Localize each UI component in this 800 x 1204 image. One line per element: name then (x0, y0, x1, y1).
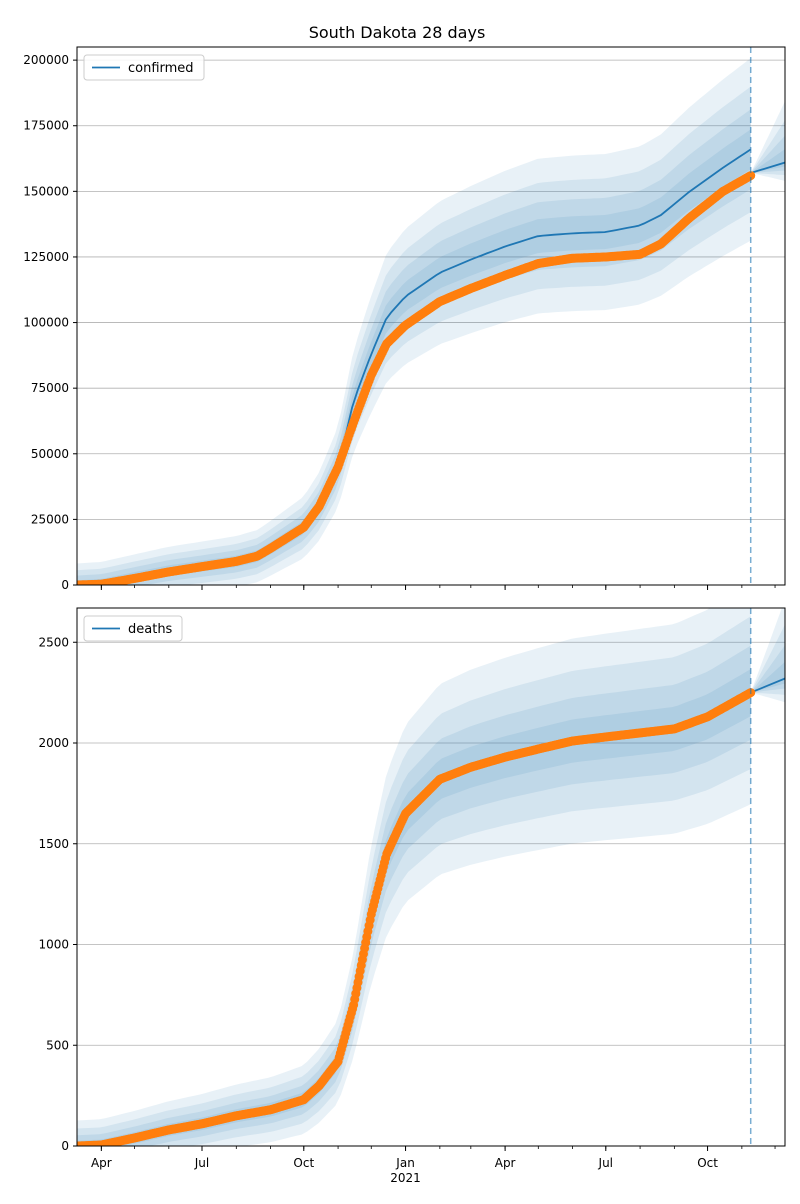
forecast-band (750, 608, 785, 703)
legend-box (83, 615, 183, 642)
y-tick-label: 1500 (38, 837, 69, 851)
x-tick-label: Jan (395, 1156, 415, 1170)
forecast-band (750, 101, 785, 181)
chart-title: South Dakota 28 days (309, 23, 486, 42)
legend: confirmed (83, 54, 205, 81)
x-tick-label: Jul (598, 1156, 613, 1170)
y-tick-label: 0 (61, 1139, 69, 1153)
forecast-band (750, 661, 785, 693)
forecast-band (750, 149, 785, 173)
axes-frame (76, 607, 786, 1147)
y-tick-label: 25000 (31, 512, 69, 526)
confidence-band (77, 669, 751, 1146)
y-tick-label: 0 (61, 578, 69, 592)
forecast-band (750, 135, 785, 173)
y-tick-label: 1000 (38, 938, 69, 952)
plot-area (77, 608, 785, 1146)
y-tick-label: 175000 (23, 119, 69, 133)
x-tick-label: Apr (495, 1156, 516, 1170)
x-tick-label: Apr (91, 1156, 112, 1170)
x-tick-label: Jul (194, 1156, 209, 1170)
legend-label: confirmed (128, 61, 194, 76)
forecast-band (750, 624, 785, 695)
x-tick-label: Oct (697, 1156, 718, 1170)
observed-series (77, 688, 756, 1146)
legend-label: deaths (128, 622, 173, 637)
legend: deaths (83, 615, 183, 642)
y-tick-label: 2000 (38, 736, 69, 750)
x-tick-label: Oct (293, 1156, 314, 1170)
y-tick-label: 500 (46, 1038, 69, 1052)
confidence-band (77, 109, 751, 585)
y-tick-label: 200000 (23, 53, 69, 67)
y-tick-label: 75000 (31, 381, 69, 395)
confidence-band (77, 86, 751, 585)
confidence-band (77, 616, 751, 1146)
y-tick-label: 50000 (31, 447, 69, 461)
legend-box (83, 54, 205, 81)
observed-series (77, 171, 756, 585)
y-tick-label: 125000 (23, 250, 69, 264)
y-tick-label: 150000 (23, 184, 69, 198)
observed-point (746, 171, 756, 181)
y-tick-label: 2500 (38, 635, 69, 649)
confidence-band (77, 645, 751, 1146)
confidence-band (77, 129, 751, 585)
forecast-line (750, 677, 785, 694)
forecast-line (750, 161, 785, 174)
plot-area (77, 47, 785, 585)
axes-frame (76, 46, 786, 586)
forecast-band (750, 120, 785, 176)
x-tick-sublabel: 2021 (390, 1171, 421, 1185)
forecast-band (750, 645, 785, 693)
y-tick-label: 100000 (23, 316, 69, 330)
confirmed-panel: 0 25000 50000 75000 100000 125000 150000 175000… (23, 46, 786, 592)
